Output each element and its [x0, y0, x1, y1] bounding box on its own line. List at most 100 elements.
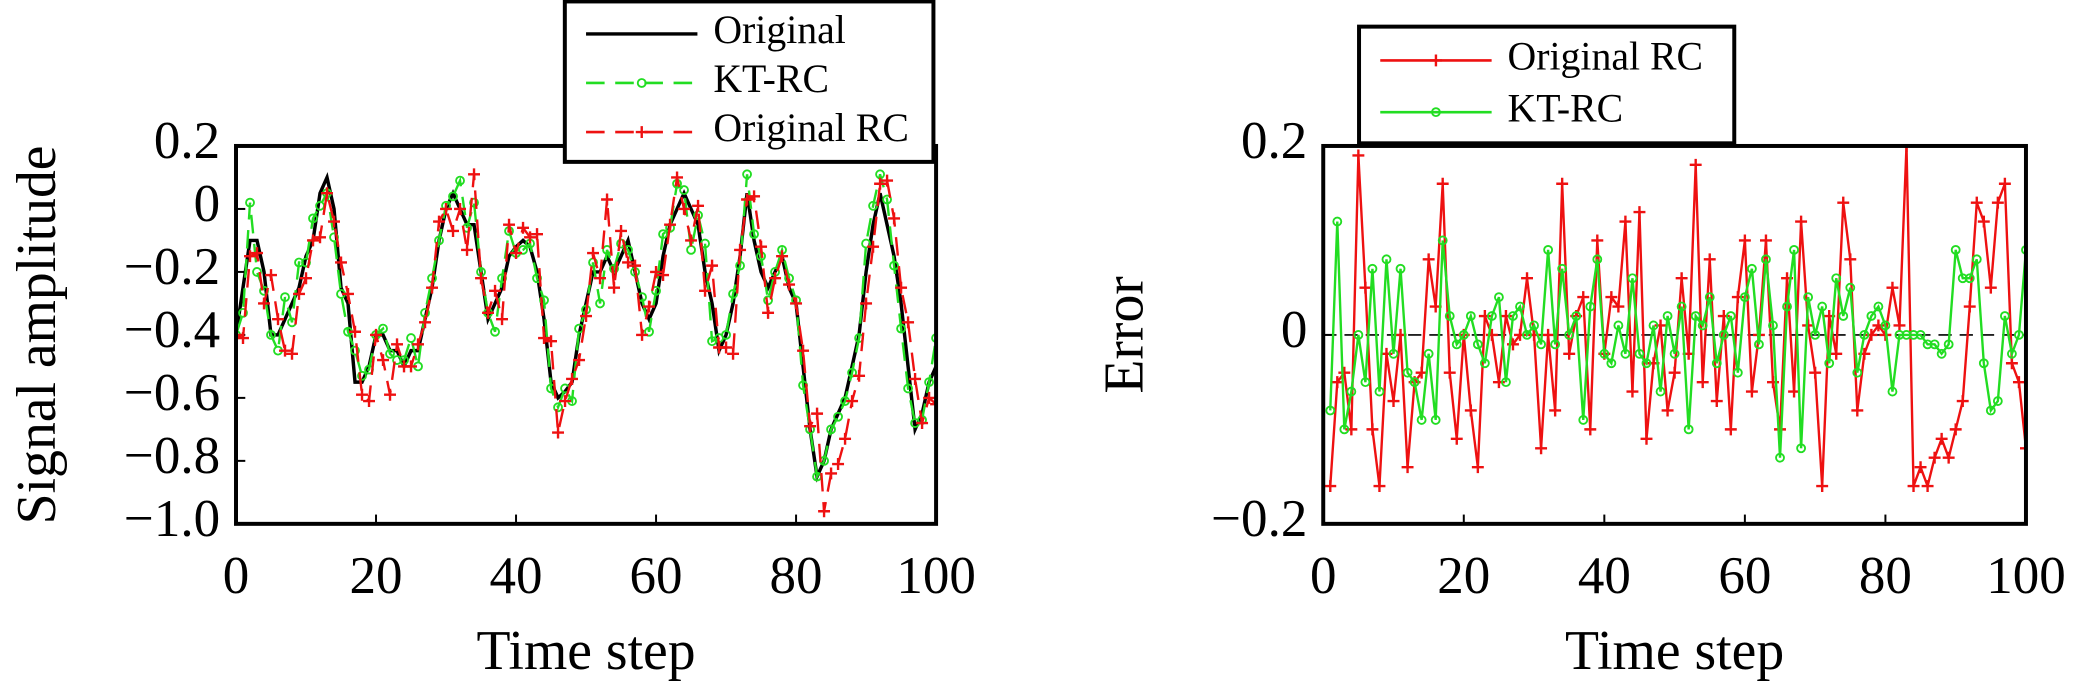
y-tick-label: −0.6	[124, 364, 220, 422]
marker	[1515, 301, 1525, 312]
marker	[566, 373, 579, 385]
legend-label: KT-RC	[1508, 86, 1624, 130]
marker	[1458, 329, 1469, 340]
marker	[434, 235, 444, 246]
marker	[608, 281, 621, 294]
marker	[1641, 358, 1652, 369]
marker	[762, 306, 775, 319]
marker	[2014, 329, 2024, 340]
marker	[644, 326, 654, 337]
marker	[720, 341, 733, 354]
y-tick-label: 0.2	[154, 112, 220, 170]
series-line	[236, 173, 937, 481]
marker	[755, 240, 768, 253]
marker	[1873, 301, 1884, 312]
marker	[595, 298, 605, 309]
marker	[1585, 301, 1596, 312]
x-tick-label: 60	[630, 547, 683, 605]
marker	[1655, 386, 1666, 397]
marker	[308, 213, 318, 224]
marker	[1675, 272, 1688, 285]
marker	[482, 306, 495, 319]
marker	[468, 168, 480, 181]
marker	[251, 247, 263, 259]
marker	[518, 244, 528, 255]
marker	[825, 467, 838, 480]
marker	[1339, 424, 1350, 435]
marker	[1830, 347, 1843, 360]
x-axis-label: Time step	[1565, 620, 1784, 682]
marker	[916, 417, 929, 430]
marker	[622, 256, 635, 269]
marker	[1450, 432, 1463, 445]
marker	[1619, 215, 1632, 228]
marker	[1915, 329, 1926, 340]
marker	[1549, 404, 1562, 417]
marker	[909, 373, 922, 385]
marker	[902, 316, 915, 329]
marker	[391, 338, 403, 351]
marker	[888, 212, 901, 225]
marker	[1346, 386, 1357, 397]
subplot: 0 20 40 60 80 1000.20−0.2−0.4−0.6−0.8−1.0Time…	[6, 0, 976, 682]
marker	[245, 197, 255, 208]
x-tick-label: 20	[1437, 547, 1490, 605]
marker	[923, 391, 936, 404]
marker	[930, 398, 937, 411]
marker	[496, 313, 509, 326]
x-tick-label: 80	[770, 547, 823, 605]
marker	[1922, 339, 1933, 350]
marker	[1436, 177, 1449, 190]
marker	[861, 238, 871, 249]
marker	[293, 288, 305, 300]
marker	[1564, 329, 1575, 340]
marker	[447, 225, 459, 237]
y-axis-label: Error	[1093, 276, 1155, 394]
marker	[1803, 292, 1814, 303]
marker	[1936, 348, 1947, 359]
marker	[1429, 54, 1442, 67]
marker	[1543, 244, 1554, 255]
marker	[1599, 348, 1610, 359]
marker	[1985, 405, 1996, 416]
marker	[889, 260, 899, 271]
marker	[832, 458, 845, 470]
marker	[1886, 281, 1899, 294]
x-tick-label: 40	[1578, 547, 1631, 605]
marker	[1963, 300, 1976, 313]
marker	[1831, 273, 1842, 284]
series-line	[236, 174, 937, 512]
marker	[1761, 254, 1771, 265]
marker	[280, 292, 290, 303]
marker	[238, 307, 248, 318]
marker	[853, 369, 866, 382]
marker	[1605, 291, 1618, 304]
marker	[1367, 263, 1378, 274]
marker	[573, 354, 586, 367]
marker	[629, 259, 642, 272]
marker	[1620, 348, 1631, 359]
marker	[1571, 311, 1582, 321]
marker	[503, 218, 516, 231]
marker	[1746, 263, 1757, 274]
marker	[1633, 206, 1646, 219]
marker	[1796, 443, 1806, 454]
marker	[1591, 234, 1604, 247]
marker	[1626, 385, 1639, 398]
marker	[818, 505, 831, 518]
marker	[385, 348, 395, 359]
marker	[1851, 404, 1864, 417]
marker	[734, 243, 747, 256]
marker	[721, 329, 731, 340]
marker	[1536, 339, 1546, 350]
marker	[678, 202, 691, 215]
marker	[1374, 386, 1385, 397]
marker	[524, 231, 537, 244]
marker	[1978, 358, 1989, 369]
marker	[635, 126, 648, 139]
marker	[370, 328, 382, 341]
marker	[1929, 339, 1940, 350]
marker	[882, 194, 892, 205]
marker	[1893, 319, 1906, 332]
